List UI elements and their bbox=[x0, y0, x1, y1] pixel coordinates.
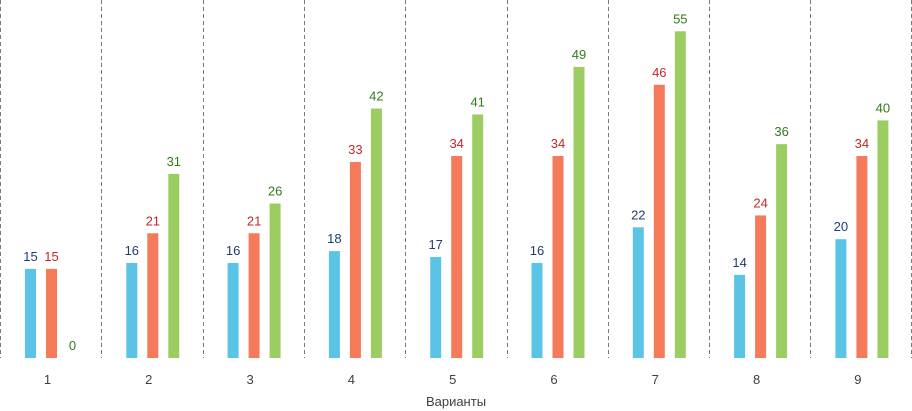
data-label-9-series-1: 20 bbox=[834, 219, 848, 234]
bar-3-series-2 bbox=[248, 233, 260, 358]
data-label-6-series-2: 34 bbox=[551, 136, 565, 151]
data-label-2-series-1: 16 bbox=[125, 243, 139, 258]
bar-4-series-2 bbox=[349, 161, 361, 358]
data-label-1-series-3: 0 bbox=[69, 338, 76, 353]
data-label-3-series-1: 16 bbox=[226, 243, 240, 258]
bars bbox=[25, 31, 889, 359]
bar-3-series-3 bbox=[269, 203, 281, 358]
data-label-7-series-3: 55 bbox=[673, 11, 687, 26]
bar-2-series-1 bbox=[126, 262, 138, 358]
data-label-4-series-1: 18 bbox=[327, 231, 341, 246]
bar-3-series-1 bbox=[227, 262, 239, 358]
x-axis-ticks: 1 2 3 4 5 6 7 8 9 bbox=[44, 372, 862, 387]
data-label-8-series-3: 36 bbox=[774, 124, 788, 139]
bar-6-series-3 bbox=[573, 66, 585, 358]
x-tick-label-1: 1 bbox=[44, 372, 51, 387]
bar-5-series-1 bbox=[430, 257, 442, 358]
bar-8-series-3 bbox=[776, 144, 788, 358]
data-label-1-series-2: 15 bbox=[44, 249, 58, 264]
bar-1-series-2 bbox=[46, 268, 57, 358]
x-axis-label: Варианты bbox=[426, 394, 486, 409]
bar-7-series-3 bbox=[674, 31, 686, 359]
bar-6-series-1 bbox=[531, 262, 543, 358]
data-label-2-series-2: 21 bbox=[146, 213, 160, 228]
x-tick-label-3: 3 bbox=[246, 372, 253, 387]
data-label-4-series-3: 42 bbox=[369, 89, 383, 104]
bar-2-series-2 bbox=[147, 233, 159, 358]
data-label-3-series-2: 21 bbox=[247, 213, 261, 228]
data-labels: 15 15 0 16 21 31 16 21 26 18 33 42 17 34 41 16 34 49 22 46 5… bbox=[23, 11, 890, 353]
bar-1-series-1 bbox=[25, 268, 36, 358]
data-label-6-series-1: 16 bbox=[530, 243, 544, 258]
bar-4-series-3 bbox=[370, 108, 382, 359]
bar-8-series-1 bbox=[734, 274, 746, 358]
bar-5-series-2 bbox=[451, 156, 463, 358]
data-label-7-series-1: 22 bbox=[631, 207, 645, 222]
x-tick-label-7: 7 bbox=[652, 372, 659, 387]
bar-2-series-3 bbox=[168, 173, 180, 358]
data-label-6-series-3: 49 bbox=[572, 47, 586, 62]
bar-9-series-1 bbox=[835, 239, 847, 358]
data-label-3-series-3: 26 bbox=[268, 184, 282, 199]
bar-7-series-1 bbox=[632, 227, 644, 358]
bar-6-series-2 bbox=[552, 156, 564, 358]
x-tick-label-4: 4 bbox=[348, 372, 355, 387]
x-tick-label-8: 8 bbox=[753, 372, 760, 387]
data-label-7-series-2: 46 bbox=[652, 65, 666, 80]
bar-4-series-1 bbox=[328, 251, 340, 358]
x-tick-label-6: 6 bbox=[550, 372, 557, 387]
x-tick-label-5: 5 bbox=[449, 372, 456, 387]
data-label-8-series-1: 14 bbox=[732, 255, 746, 270]
data-label-5-series-3: 41 bbox=[470, 94, 484, 109]
data-label-5-series-1: 17 bbox=[428, 237, 442, 252]
data-label-9-series-3: 40 bbox=[876, 100, 890, 115]
data-label-8-series-2: 24 bbox=[753, 195, 767, 210]
bar-9-series-2 bbox=[856, 156, 868, 358]
data-label-5-series-2: 34 bbox=[449, 136, 463, 151]
data-label-9-series-2: 34 bbox=[855, 136, 869, 151]
data-label-1-series-1: 15 bbox=[23, 249, 37, 264]
data-label-4-series-2: 33 bbox=[348, 142, 362, 157]
bar-9-series-3 bbox=[877, 120, 889, 359]
bar-5-series-3 bbox=[472, 114, 484, 359]
bar-8-series-2 bbox=[755, 215, 767, 358]
data-label-2-series-3: 31 bbox=[167, 154, 181, 169]
x-tick-label-2: 2 bbox=[145, 372, 152, 387]
bar-7-series-2 bbox=[653, 84, 665, 358]
x-tick-label-9: 9 bbox=[854, 372, 861, 387]
